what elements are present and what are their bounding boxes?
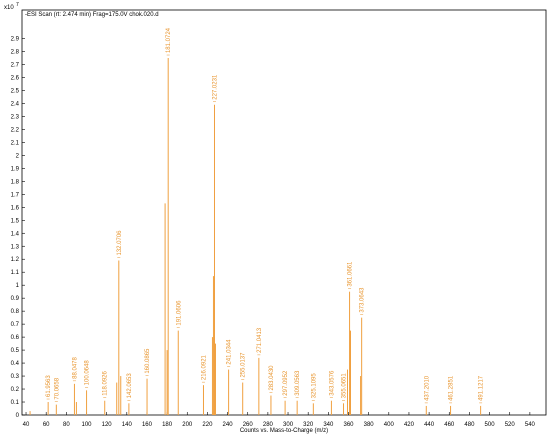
peak-label: 100.0648 <box>85 360 91 386</box>
x-tick-label: 260 <box>243 422 254 428</box>
y-tick-label: 0.4 <box>11 361 20 367</box>
peak-label: 491.1217 <box>479 375 485 401</box>
peak-label: 70.0658 <box>54 377 60 399</box>
x-tick-label: 500 <box>485 422 496 428</box>
peak-label: 309.0563 <box>295 370 301 396</box>
x-tick-label: 380 <box>364 422 375 428</box>
peak-label: 255.0137 <box>241 352 247 378</box>
y-tick-label: 2.6 <box>11 76 20 82</box>
x-tick-label: 520 <box>505 422 516 428</box>
x-tick-label: 140 <box>122 422 133 428</box>
x-tick-label: 100 <box>81 422 92 428</box>
y-tick-label: 2.9 <box>11 37 20 43</box>
y-tick-label: 0.1 <box>11 400 20 406</box>
y-tick-label: 1.3 <box>11 244 20 250</box>
x-tick-label: 160 <box>142 422 153 428</box>
x-tick-label: 200 <box>182 422 193 428</box>
peak-label: 283.0430 <box>269 365 275 391</box>
y-tick-label: 0 <box>16 413 20 419</box>
y-tick-label: 0.6 <box>11 335 20 341</box>
y-tick-label: 0.2 <box>11 387 20 393</box>
x-axis-label: Counts vs. Mass-to-Charge (m/z) <box>240 428 328 434</box>
peak-label: 160.0865 <box>145 348 151 374</box>
peak-label: 216.0921 <box>201 354 207 380</box>
y-tick-label: 0.8 <box>11 309 20 315</box>
y-tick-label: 2 <box>16 153 20 159</box>
y-tick-label: 1.1 <box>11 270 20 276</box>
peak-label: 227.0231 <box>212 74 218 100</box>
y-tick-label: 0.9 <box>11 296 20 302</box>
x-tick-label: 240 <box>223 422 234 428</box>
y-tick-label: 2.4 <box>11 101 20 107</box>
x-tick-label: 280 <box>263 422 274 428</box>
x-tick-label: 300 <box>283 422 294 428</box>
x-tick-label: 120 <box>102 422 113 428</box>
y-tick-label: 1.7 <box>11 192 20 198</box>
y-tick-label: 1.5 <box>11 218 20 224</box>
peak-label: 437.2010 <box>424 375 430 401</box>
peak-label: 361.0661 <box>348 261 354 287</box>
y-tick-label: 0.5 <box>11 348 20 354</box>
y-tick-label: 2.5 <box>11 88 20 94</box>
y-tick-label: 2.2 <box>11 127 20 133</box>
peak-label: 325.1095 <box>311 373 317 399</box>
x-tick-label: 80 <box>63 422 70 428</box>
x-tick-label: 180 <box>162 422 173 428</box>
y-multiplier: x10 <box>4 5 14 11</box>
plot-frame <box>21 9 547 416</box>
x-tick-label: 440 <box>424 422 435 428</box>
y-tick-label: 1.2 <box>11 257 20 263</box>
y-tick-label: 2.7 <box>11 63 20 69</box>
x-tick-label: 460 <box>444 422 455 428</box>
peak-label: 461.2851 <box>449 375 455 401</box>
x-tick-label: 480 <box>464 422 475 428</box>
y-tick-label: 2.3 <box>11 114 20 120</box>
peak-label: 191.0606 <box>176 300 182 326</box>
peak-label: 61.9563 <box>46 375 52 397</box>
peak-label: 88.0478 <box>72 356 78 378</box>
x-tick-label: 40 <box>23 422 30 428</box>
x-tick-label: 320 <box>303 422 314 428</box>
peak-label: 241.0344 <box>227 339 233 365</box>
x-tick-label: 60 <box>43 422 50 428</box>
x-tick-label: 420 <box>404 422 415 428</box>
peak-label: 355.0651 <box>342 373 348 399</box>
x-tick-label: 400 <box>384 422 395 428</box>
peak-label: 142.0653 <box>127 373 133 399</box>
peak-label: 118.0926 <box>103 370 109 395</box>
y-tick-label: 1.8 <box>11 179 20 185</box>
peak-label: 132.0706 <box>117 230 123 256</box>
y-tick-label: 1.9 <box>11 166 20 172</box>
y-tick-label: 1 <box>16 283 20 289</box>
x-tick-label: 220 <box>202 422 213 428</box>
x-tick-label: 360 <box>343 422 354 428</box>
peak-label: 181.0724 <box>166 27 172 53</box>
y-tick-label: 0.3 <box>11 374 20 380</box>
y-tick-label: 2.8 <box>11 50 20 56</box>
y-tick-label: 1.4 <box>11 231 20 237</box>
x-tick-label: 540 <box>525 422 536 428</box>
y-tick-label: 0.7 <box>11 322 20 328</box>
y-tick-label: 1.6 <box>11 205 20 211</box>
peak-label: 373.0643 <box>360 287 366 313</box>
y-tick-label: 2.1 <box>11 140 20 146</box>
y-exponent: 7 <box>16 2 19 8</box>
peak-label: 271.0413 <box>257 327 263 353</box>
x-tick-label: 340 <box>323 422 334 428</box>
chart-title: -ESI Scan (rt: 2.474 min) Frag=175.0V ch… <box>25 12 159 18</box>
peak-label: 297.0952 <box>283 370 289 396</box>
peak-label: 343.0576 <box>329 370 335 396</box>
